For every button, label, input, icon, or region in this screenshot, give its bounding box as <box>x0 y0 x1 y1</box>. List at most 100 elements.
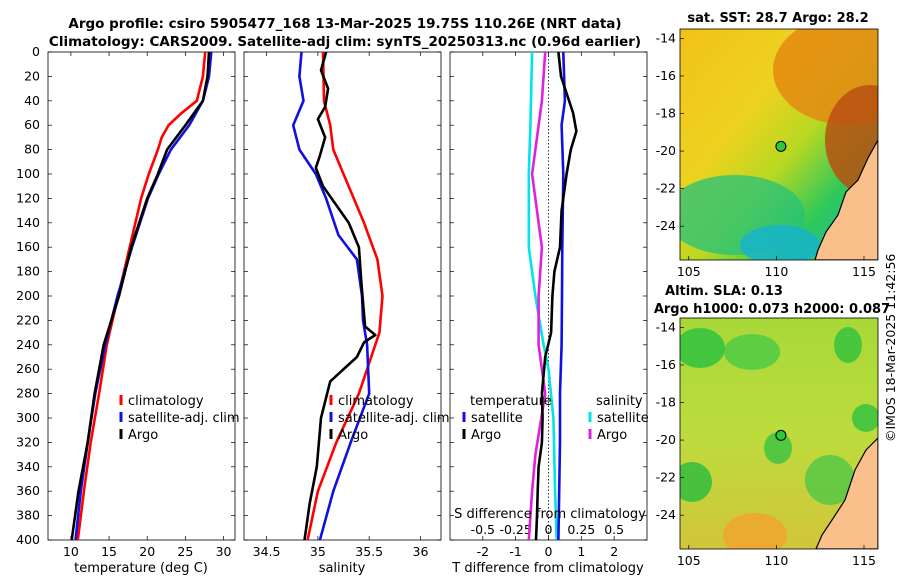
depth-tick-label: 80 <box>24 142 40 157</box>
s-x-tick-label: -0.25 <box>499 522 531 537</box>
map-y-tick-label: -24 <box>656 507 676 522</box>
s-diff-tick-labels: -0.5 -0.25 0 0.25 0.5 <box>471 52 624 537</box>
depth-tick-label: 280 <box>16 386 40 401</box>
sst-heatmap <box>680 29 878 260</box>
depth-tick-label: 100 <box>16 166 40 181</box>
map-y-tick-label: -20 <box>656 143 676 158</box>
s-x-tick-label: -0.5 <box>471 522 495 537</box>
legend-s-argo: Argo <box>597 428 627 443</box>
sla-high-patch <box>852 404 878 432</box>
sla-map-title-2: Argo h1000: 0.073 h2000: 0.087 <box>654 302 890 317</box>
depth-tick-label: 380 <box>16 508 40 523</box>
map-x-tick-label: 110 <box>764 553 788 568</box>
depth-tick-label: 240 <box>16 337 40 352</box>
salinity-tick-labels: 34.5 35 35.5 36 <box>253 52 429 559</box>
map-y-tick-label: -16 <box>656 68 676 83</box>
depth-tick-label: 160 <box>16 239 40 254</box>
depth-tick-label: 20 <box>24 68 40 83</box>
legend-climatology: climatology <box>128 394 204 409</box>
temperature-legend: climatology satellite-adj. clim Argo <box>119 394 240 443</box>
x-tick-label: 35.5 <box>355 544 383 559</box>
temperature-axes <box>47 51 236 541</box>
s-x-tick-label: 0.5 <box>604 522 624 537</box>
temperature-series <box>70 52 213 540</box>
series-argo <box>303 52 377 540</box>
difference-series <box>527 52 578 540</box>
map-y-tick-label: -22 <box>656 470 676 485</box>
x-tick-label: 10 <box>63 544 79 559</box>
sst-axes <box>679 28 879 261</box>
depth-tick-label: 400 <box>16 532 40 547</box>
x-tick-label: -1 <box>509 544 521 559</box>
salinity-xlabel: salinity <box>319 561 366 576</box>
map-y-tick-label: -20 <box>656 432 676 447</box>
map-x-tick-label: 105 <box>677 264 701 279</box>
title-line-2: Climatology: CARS2009. Satellite-adj cli… <box>49 34 641 50</box>
sla-tick-labels: 105 110 115 -14 -16 -18 -20 -22 -24 <box>656 319 876 568</box>
series-satellite-adj-clim <box>291 52 371 540</box>
x-tick-label: 36 <box>413 544 429 559</box>
series-t-argo <box>527 52 547 540</box>
temperature-tick-labels: 10 15 20 25 30 <box>63 52 232 559</box>
x-tick-label: 34.5 <box>253 544 281 559</box>
temperature-xlabel: temperature (deg C) <box>74 561 208 576</box>
sla-map-title-1: Altim. SLA: 0.13 <box>665 284 783 299</box>
map-y-tick-label: -16 <box>656 357 676 372</box>
sla-axes <box>679 317 879 550</box>
legend-satellite: satellite-adj. clim <box>128 411 240 426</box>
x-tick-label: 2 <box>610 544 618 559</box>
depth-tick-labels: 0 20 40 60 80 100 120 140 160 180 200 220 240 260 280 3… <box>16 44 647 547</box>
imos-credit: ©IMOS 18-Mar-2025 11:42:56 <box>883 254 898 442</box>
sst-tick-labels: 105 110 115 -14 -16 -18 -20 -22 -24 <box>656 30 876 279</box>
x-tick-label: 20 <box>139 544 155 559</box>
depth-tick-label: 0 <box>32 44 40 59</box>
series-s-satellite <box>557 52 567 540</box>
series-argo <box>70 52 211 540</box>
x-tick-label: 30 <box>216 544 232 559</box>
series-climatology <box>306 52 384 540</box>
sla-high-patch <box>834 327 862 363</box>
map-x-tick-label: 110 <box>764 264 788 279</box>
depth-tick-label: 340 <box>16 459 40 474</box>
x-tick-label: 1 <box>577 544 585 559</box>
salinity-legend: climatology satellite-adj. clim Argo <box>329 394 450 443</box>
depth-tick-label: 260 <box>16 361 40 376</box>
sla-high-patch <box>680 462 712 502</box>
depth-tick-label: 200 <box>16 288 40 303</box>
x-tick-label: 25 <box>177 544 193 559</box>
sla-low-patch <box>723 513 787 549</box>
depth-tick-label: 120 <box>16 190 40 205</box>
depth-tick-label: 300 <box>16 410 40 425</box>
sst-float-marker <box>775 140 787 152</box>
legend-t-argo: Argo <box>471 428 501 443</box>
depth-tick-label: 360 <box>16 483 40 498</box>
legend-t-satellite: satellite <box>471 411 523 426</box>
map-x-tick-label: 115 <box>852 553 876 568</box>
sla-high-patch <box>805 455 855 505</box>
depth-tick-label: 320 <box>16 434 40 449</box>
depth-tick-label: 40 <box>24 93 40 108</box>
legend-argo: Argo <box>338 428 368 443</box>
map-x-tick-label: 105 <box>677 553 701 568</box>
salinity-series <box>291 52 384 540</box>
series-climatology <box>76 52 207 540</box>
sst-map-title: sat. SST: 28.7 Argo: 28.2 <box>687 11 868 26</box>
series-satellite-adj-clim <box>74 52 213 540</box>
sst-cold-patch <box>740 225 820 260</box>
sla-heatmap <box>680 318 878 549</box>
sst-land <box>814 138 878 260</box>
legend-argo: Argo <box>128 428 158 443</box>
difference-legend: temperature satellite Argo salinity sate… <box>462 394 649 443</box>
series-s-argo <box>534 52 578 540</box>
legend-satellite: satellite-adj. clim <box>338 411 450 426</box>
x-tick-label: 15 <box>101 544 117 559</box>
map-y-tick-label: -18 <box>656 395 676 410</box>
x-tick-label: -2 <box>477 544 489 559</box>
sla-float-marker <box>775 429 787 441</box>
map-y-tick-label: -22 <box>656 181 676 196</box>
s-x-tick-label: 0.25 <box>567 522 595 537</box>
legend-temperature-title: temperature <box>470 394 552 409</box>
sla-land <box>815 437 878 549</box>
s-difference-title: S difference from climatology <box>454 507 646 522</box>
